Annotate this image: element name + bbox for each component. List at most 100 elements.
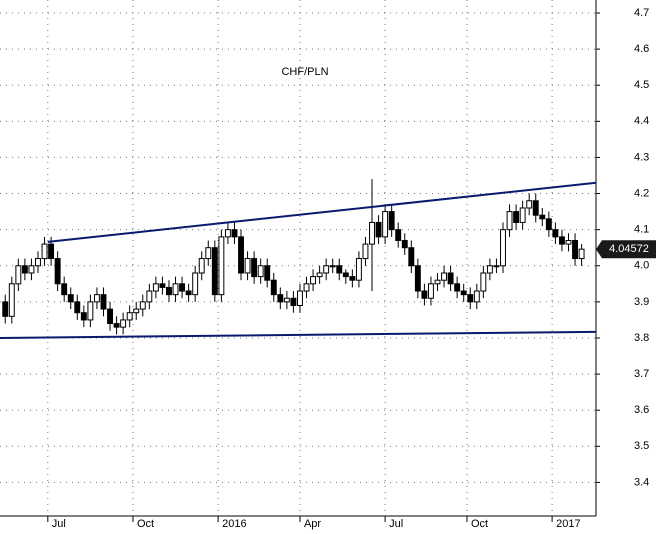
candle-body: [54, 258, 61, 285]
y-tick-label: 3.6: [634, 404, 649, 416]
x-tick-label: Oct: [471, 518, 488, 530]
candle-body: [67, 294, 74, 303]
candle-body: [113, 323, 120, 328]
candle-body: [270, 279, 277, 296]
y-tick-label: 4.1: [634, 224, 649, 236]
candle-body: [336, 265, 343, 274]
candle-body: [375, 221, 382, 238]
candle-body: [519, 207, 526, 223]
y-tick-label: 4.0: [634, 260, 649, 272]
last-price-marker: [596, 240, 656, 259]
x-tick-label: Oct: [137, 518, 154, 530]
candle-body: [467, 294, 474, 303]
candle-body: [283, 297, 290, 303]
candle-body: [303, 283, 310, 292]
candle-body: [369, 221, 375, 245]
candle-body: [480, 272, 487, 292]
candle-body: [545, 218, 552, 231]
candle-body: [382, 211, 389, 238]
candle-body: [159, 283, 166, 288]
y-tick-label: 4.7: [634, 7, 649, 19]
y-tick-label: 3.7: [634, 368, 649, 380]
candle-body: [297, 290, 303, 306]
y-tick-label: 3.4: [634, 476, 649, 488]
candle-body: [21, 265, 28, 274]
y-tick-label: 4.5: [634, 79, 649, 91]
candle-body: [572, 239, 578, 260]
y-tick-label: 4.4: [634, 115, 649, 127]
candle-body: [290, 297, 297, 306]
candle-body: [244, 258, 251, 274]
y-tick-label: 3.5: [634, 440, 649, 452]
candle-body: [342, 272, 349, 278]
candle-body: [355, 258, 362, 281]
candle-body: [107, 308, 113, 325]
candle-body: [447, 272, 454, 285]
candle-body: [251, 258, 258, 278]
candle-body: [349, 276, 356, 281]
candle-body: [172, 283, 179, 296]
candle-body: [486, 265, 493, 274]
candle-body: [539, 214, 546, 220]
x-tick-label: 2017: [556, 518, 580, 530]
candle-body: [513, 211, 520, 223]
candle-body: [329, 265, 336, 268]
y-tick-label: 3.8: [634, 332, 649, 344]
candle-body: [454, 283, 461, 292]
candle-body: [427, 283, 434, 299]
candle-body: [414, 265, 421, 292]
candle-body: [532, 200, 539, 216]
candle-body: [408, 247, 415, 267]
candle-body: [310, 276, 317, 285]
candle-body: [61, 283, 68, 296]
candle-body: [434, 279, 441, 285]
candle-body: [133, 308, 140, 314]
candle-body: [565, 239, 572, 245]
candle-body: [277, 294, 284, 303]
chart-title: CHF/PLN: [281, 66, 328, 78]
y-tick-label: 3.9: [634, 296, 649, 308]
x-tick-label: Jul: [52, 518, 66, 530]
candle-body: [35, 258, 41, 267]
candle-body: [28, 265, 35, 274]
candle-body: [179, 283, 186, 292]
candle-body: [362, 243, 369, 260]
candle-body: [166, 286, 172, 296]
candle-body: [493, 265, 500, 268]
candle-body: [100, 294, 107, 310]
candle-body: [500, 229, 506, 267]
candle-body: [388, 211, 395, 231]
candle-body: [401, 239, 408, 249]
candle-body: [15, 265, 22, 285]
candle-body: [218, 236, 225, 296]
candle-body: [238, 236, 244, 274]
candle-body: [526, 200, 533, 209]
candle-body: [231, 229, 238, 238]
candle-body: [48, 243, 55, 260]
x-tick-label: Apr: [304, 518, 321, 530]
candle-body: [441, 272, 448, 281]
candle-body: [460, 290, 467, 296]
y-tick-label: 4.6: [634, 43, 649, 55]
trend-line: [47, 181, 597, 243]
candle-body: [146, 290, 153, 303]
candle-body: [126, 312, 133, 321]
candle-body: [93, 294, 100, 303]
last-price-label: 4.04572: [609, 243, 649, 255]
candle-body: [506, 211, 513, 231]
candle-body: [139, 301, 146, 310]
candle-body: [80, 312, 87, 321]
y-tick-label: 4.2: [634, 187, 649, 199]
candle-body: [395, 229, 402, 241]
candle-body: [2, 301, 9, 317]
candle-body: [421, 290, 428, 299]
candle-body: [185, 290, 192, 296]
candle-body: [211, 247, 218, 296]
candle-body: [192, 272, 199, 296]
trend-line: [0, 330, 597, 339]
candle-body: [74, 301, 81, 314]
candle-body: [323, 265, 330, 274]
x-tick-label: 2016: [222, 518, 246, 530]
